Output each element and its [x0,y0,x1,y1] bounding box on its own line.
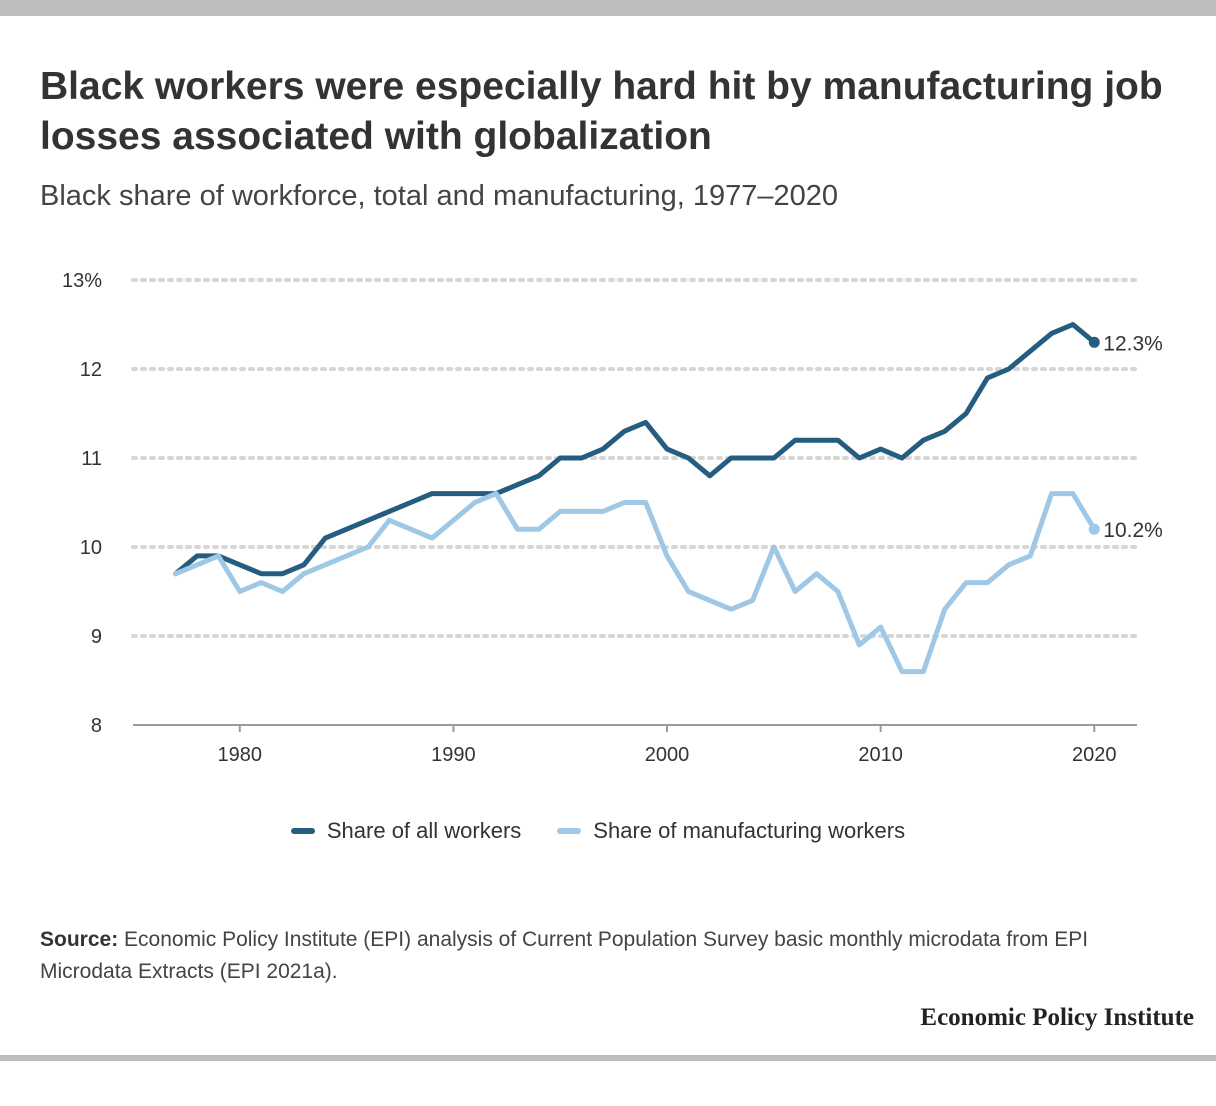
source-text: Economic Policy Institute (EPI) analysis… [40,928,1089,983]
series-line-all-workers [173,322,1097,577]
y-tick-label: 11 [81,448,102,470]
y-tick-label: 9 [91,626,102,648]
legend-swatch-all-workers [290,828,315,834]
legend-label-manufacturing: Share of manufacturing workers [593,818,906,843]
bottom-border-bar [0,1055,1216,1061]
series-line-manufacturing [173,491,1097,675]
legend: Share of all workers Share of manufactur… [0,818,1196,844]
y-tick-label: 8 [91,715,102,737]
legend-label-all-workers: Share of all workers [326,818,522,843]
legend-item-manufacturing: Share of manufacturing workers [557,818,905,844]
x-tick-label: 1990 [431,744,476,766]
x-tick-label: 2020 [1072,744,1117,766]
chart-subtitle: Black share of workforce, total and manu… [40,180,838,212]
y-tick-label: 10 [80,537,102,559]
end-point-manufacturing [1088,523,1100,535]
line-chart: 8 9 10 11 12 13% 1980 1990 2000 2010 2020 12.3% 10… [62,270,1163,766]
x-tick-label: 2000 [645,744,690,766]
top-border-bar [0,0,1216,16]
legend-item-all-workers: Share of all workers [290,818,522,844]
end-labels: 12.3% 10.2% [1103,332,1163,542]
y-axis-ticks: 8 9 10 11 12 13% [62,270,102,737]
x-tick-label: 2010 [858,744,903,766]
brand-logo: Economic Policy Institute [920,1004,1194,1031]
y-tick-label: 12 [80,359,102,381]
y-tick-label: 13% [62,270,102,292]
x-tick-label: 1980 [218,744,263,766]
x-axis-ticks: 1980 1990 2000 2010 2020 [218,725,1117,766]
end-label-all-workers: 12.3% [1103,332,1163,355]
end-point-all-workers [1088,336,1100,348]
grid-lines [131,278,1139,726]
source-label: Source: [40,928,119,951]
series-lines [173,322,1100,675]
end-label-manufacturing: 10.2% [1103,519,1163,542]
chart-title: Black workers were especially hard hit b… [40,65,1163,158]
source-note: Source: Economic Policy Institute (EPI) … [40,924,1180,988]
legend-swatch-manufacturing [557,828,582,834]
